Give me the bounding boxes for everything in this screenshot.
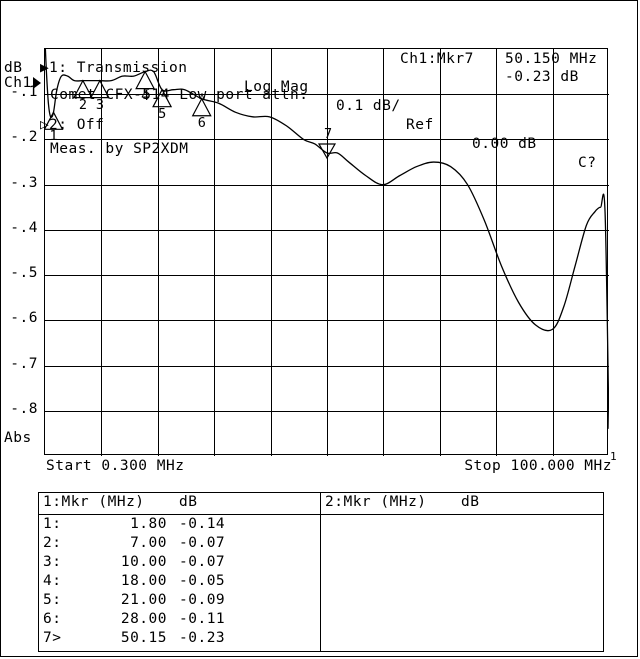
channel1-format-label[interactable]: Log Mag bbox=[244, 79, 309, 95]
yaxis-tick-label: -.3 bbox=[10, 174, 38, 191]
yaxis-tick-label: -.4 bbox=[10, 219, 38, 236]
marker-table1-header-db: dB bbox=[179, 494, 198, 510]
marker-frequency-cell: 10.00 bbox=[120, 554, 167, 570]
yaxis-tick-label: -.7 bbox=[10, 355, 38, 372]
active-marker-amplitude-value: -0.23 dB bbox=[505, 69, 579, 85]
marker-table-channel2: 2:Mkr (MHz) dB bbox=[321, 493, 603, 651]
marker-table-row[interactable]: 2: 7.00 -0.07 bbox=[39, 535, 320, 554]
calibration-status-indicator: C? bbox=[578, 155, 597, 171]
marker-table1-header-mkr: 1:Mkr (MHz) bbox=[43, 494, 145, 510]
marker-amplitude-cell: -0.23 bbox=[179, 630, 226, 646]
marker-amplitude-cell: -0.09 bbox=[179, 592, 226, 608]
marker-index-cell: 1: bbox=[43, 516, 62, 532]
marker-number-label: 6 bbox=[197, 114, 207, 131]
yaxis-tick-label: -.5 bbox=[10, 265, 38, 282]
s21-trace-line bbox=[45, 49, 609, 429]
marker-frequency-cell: 50.15 bbox=[120, 630, 167, 646]
channel1-scale-per-division[interactable]: 0.1 dB/ bbox=[336, 98, 401, 114]
reference-level-pointer-icon bbox=[33, 77, 41, 89]
marker-table-row[interactable]: 1: 1.80 -0.14 bbox=[39, 516, 320, 535]
marker-triangle-icon bbox=[45, 111, 64, 130]
marker-amplitude-cell: -0.14 bbox=[179, 516, 226, 532]
marker-table-row[interactable]: 7> 50.15 -0.23 bbox=[39, 630, 320, 649]
marker-frequency-cell: 28.00 bbox=[120, 611, 167, 627]
yaxis-tick-label: -.8 bbox=[10, 400, 38, 417]
yaxis-tick-label: -.2 bbox=[10, 129, 38, 146]
marker-frequency-cell: 1.80 bbox=[130, 516, 167, 532]
marker-table2-header-db: dB bbox=[461, 494, 480, 510]
active-marker-channel-label: Ch1:Mkr7 bbox=[400, 51, 474, 67]
marker-number-label: 3 bbox=[95, 96, 105, 113]
yaxis-unit-label: dB bbox=[4, 60, 23, 76]
marker-frequency-cell: 21.00 bbox=[120, 592, 167, 608]
marker-index-cell: 2: bbox=[43, 535, 62, 551]
marker-table2-body bbox=[321, 515, 603, 516]
marker-amplitude-cell: -0.07 bbox=[179, 554, 226, 570]
marker-triangle-icon bbox=[191, 97, 212, 117]
marker-index-cell: 3: bbox=[43, 554, 62, 570]
marker-number-label: 1 bbox=[49, 128, 59, 145]
marker-number-label: 2 bbox=[78, 96, 88, 113]
graticule-plot-area[interactable]: Comet CFX-514 Low port attn. Meas. by SP… bbox=[44, 48, 609, 456]
channel1-label: 1: Transmission bbox=[49, 60, 188, 76]
active-marker-frequency-value: 50.150 MHz bbox=[505, 51, 598, 67]
marker-amplitude-cell: -0.11 bbox=[179, 611, 226, 627]
channel1-status-group: ▶1: Transmission bbox=[40, 59, 187, 78]
marker-table2-header-row: 2:Mkr (MHz) dB bbox=[321, 493, 603, 515]
channel-corner-indicator: 1 bbox=[610, 450, 617, 463]
marker-index-cell: 5: bbox=[43, 592, 62, 608]
measurement-title-block: Comet CFX-514 Low port attn. Meas. by SP… bbox=[50, 50, 308, 194]
sweep-start-frequency-label[interactable]: Start 0.300 MHz bbox=[46, 458, 185, 474]
marker-table-row[interactable]: 6: 28.00 -0.11 bbox=[39, 611, 320, 630]
marker-number-label: 5 bbox=[158, 105, 167, 122]
marker-frequency-cell: 18.00 bbox=[120, 573, 167, 589]
marker-index-cell: 7> bbox=[43, 630, 62, 646]
marker-frequency-cell: 7.00 bbox=[130, 535, 167, 551]
active-marker-readout[interactable]: Ch1:Mkr7 50.150 MHz -0.23 dB bbox=[400, 50, 597, 140]
yaxis-absolute-mode-label: Abs bbox=[4, 430, 32, 446]
marker-table-row[interactable]: 5: 21.00 -0.09 bbox=[39, 592, 320, 611]
marker-triangle-icon bbox=[152, 88, 173, 108]
marker-table-container: 1:Mkr (MHz) dB 1: 1.80 -0.14 2: 7.00 -0.07 3: 1… bbox=[38, 492, 604, 652]
marker-triangle-icon bbox=[72, 79, 93, 99]
marker-amplitude-cell: -0.05 bbox=[179, 573, 226, 589]
marker-triangle-icon bbox=[135, 70, 156, 90]
marker-table1-body: 1: 1.80 -0.14 2: 7.00 -0.07 3: 10.00 -0.07 4: 18.0… bbox=[39, 515, 320, 649]
yaxis-tick-label: -.1 bbox=[10, 84, 38, 101]
measurement-title-line1: Comet CFX-514 Low port attn. bbox=[50, 87, 309, 103]
marker-table-channel1: 1:Mkr (MHz) dB 1: 1.80 -0.14 2: 7.00 -0.07 3: 1… bbox=[39, 493, 321, 651]
marker-number-label: 4 bbox=[141, 87, 150, 104]
marker-triangle-glyph-group bbox=[45, 70, 337, 160]
marker-index-cell: 6: bbox=[43, 611, 62, 627]
marker-number-label: 7 bbox=[324, 126, 333, 142]
channel1-reference-label: Ref bbox=[406, 117, 434, 133]
trace-graph-svg bbox=[45, 49, 609, 456]
marker-triangle-icon bbox=[89, 79, 110, 99]
marker-index-cell: 4: bbox=[43, 573, 62, 589]
marker-triangle-icon bbox=[317, 143, 337, 160]
yaxis-channel-label: Ch1 bbox=[4, 75, 32, 91]
sweep-stop-frequency-label[interactable]: Stop 100.000 MHz bbox=[464, 458, 612, 474]
marker-amplitude-cell: -0.07 bbox=[179, 535, 226, 551]
measurement-title-line2: Meas. by SP2XDM bbox=[50, 141, 189, 157]
marker-table-row[interactable]: 3: 10.00 -0.07 bbox=[39, 554, 320, 573]
yaxis-tick-label: -.6 bbox=[10, 310, 38, 327]
marker-table2-header-mkr: 2:Mkr (MHz) bbox=[325, 494, 427, 510]
graticule-grid-lines bbox=[45, 49, 609, 456]
marker-table1-header-row: 1:Mkr (MHz) dB bbox=[39, 493, 320, 515]
marker-table-row[interactable]: 4: 18.00 -0.05 bbox=[39, 573, 320, 592]
